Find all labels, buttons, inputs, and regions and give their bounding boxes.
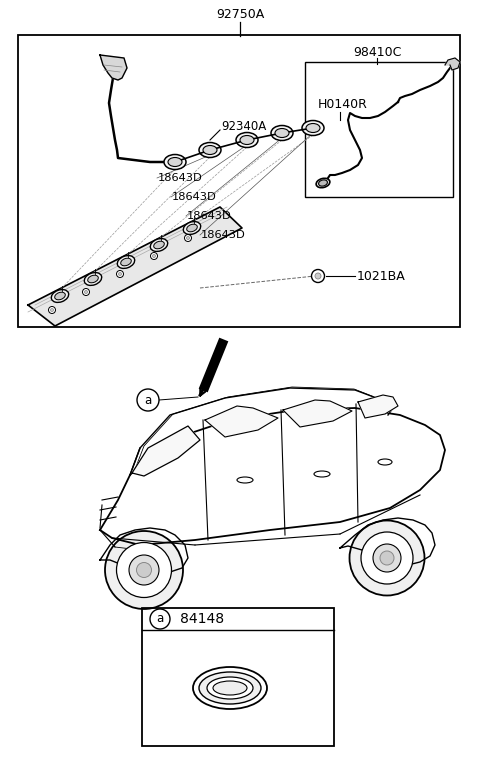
- Ellipse shape: [55, 292, 65, 299]
- Circle shape: [150, 609, 170, 629]
- Ellipse shape: [117, 255, 135, 268]
- Circle shape: [312, 270, 324, 283]
- Ellipse shape: [51, 290, 69, 302]
- Circle shape: [315, 273, 321, 279]
- Text: 18643D: 18643D: [172, 192, 217, 202]
- Circle shape: [83, 289, 89, 296]
- Circle shape: [184, 235, 192, 242]
- Ellipse shape: [306, 123, 320, 132]
- Ellipse shape: [193, 667, 267, 709]
- Polygon shape: [132, 426, 200, 476]
- Ellipse shape: [88, 275, 98, 283]
- Ellipse shape: [236, 132, 258, 147]
- Ellipse shape: [319, 180, 327, 186]
- Ellipse shape: [314, 471, 330, 477]
- Polygon shape: [445, 58, 460, 70]
- Text: 18643D: 18643D: [187, 211, 232, 221]
- Ellipse shape: [117, 543, 171, 597]
- Ellipse shape: [275, 128, 289, 138]
- Circle shape: [50, 309, 53, 312]
- Polygon shape: [100, 55, 127, 80]
- Text: a: a: [144, 394, 152, 407]
- Ellipse shape: [378, 459, 392, 465]
- Polygon shape: [28, 207, 242, 326]
- Ellipse shape: [271, 125, 293, 141]
- Text: 18643D: 18643D: [201, 230, 246, 240]
- Ellipse shape: [302, 121, 324, 135]
- Circle shape: [119, 273, 121, 276]
- Polygon shape: [283, 400, 352, 427]
- Polygon shape: [205, 406, 278, 437]
- Ellipse shape: [183, 222, 201, 234]
- Text: H0140R: H0140R: [318, 99, 368, 112]
- Ellipse shape: [164, 154, 186, 169]
- Circle shape: [48, 306, 56, 313]
- Ellipse shape: [136, 562, 152, 578]
- Ellipse shape: [150, 239, 168, 252]
- Ellipse shape: [187, 224, 197, 232]
- Ellipse shape: [349, 521, 424, 596]
- Bar: [142, 608, 334, 746]
- Text: a: a: [156, 613, 164, 625]
- Ellipse shape: [129, 555, 159, 585]
- Text: 84148: 84148: [180, 612, 224, 626]
- Circle shape: [151, 252, 157, 259]
- Ellipse shape: [199, 143, 221, 157]
- Bar: [305, 62, 453, 197]
- Ellipse shape: [203, 145, 217, 154]
- Ellipse shape: [316, 179, 330, 188]
- Text: 18643D: 18643D: [158, 173, 203, 183]
- Ellipse shape: [207, 677, 253, 699]
- Ellipse shape: [199, 672, 261, 704]
- Ellipse shape: [120, 258, 132, 266]
- Circle shape: [153, 255, 156, 258]
- Circle shape: [117, 271, 123, 277]
- Ellipse shape: [213, 681, 247, 695]
- Ellipse shape: [84, 273, 102, 286]
- Ellipse shape: [105, 531, 183, 609]
- Ellipse shape: [240, 135, 254, 144]
- Ellipse shape: [154, 241, 164, 249]
- Text: 92750A: 92750A: [216, 8, 264, 21]
- Ellipse shape: [380, 551, 394, 565]
- Ellipse shape: [237, 477, 253, 483]
- Circle shape: [84, 290, 87, 293]
- Text: 1021BA: 1021BA: [357, 270, 406, 283]
- Ellipse shape: [373, 544, 401, 572]
- Bar: [18, 35, 460, 327]
- Text: 92340A: 92340A: [221, 119, 266, 132]
- Text: 98410C: 98410C: [353, 46, 401, 59]
- Polygon shape: [358, 395, 398, 418]
- Ellipse shape: [168, 157, 182, 166]
- Circle shape: [187, 236, 190, 239]
- Ellipse shape: [361, 532, 413, 584]
- Circle shape: [137, 389, 159, 411]
